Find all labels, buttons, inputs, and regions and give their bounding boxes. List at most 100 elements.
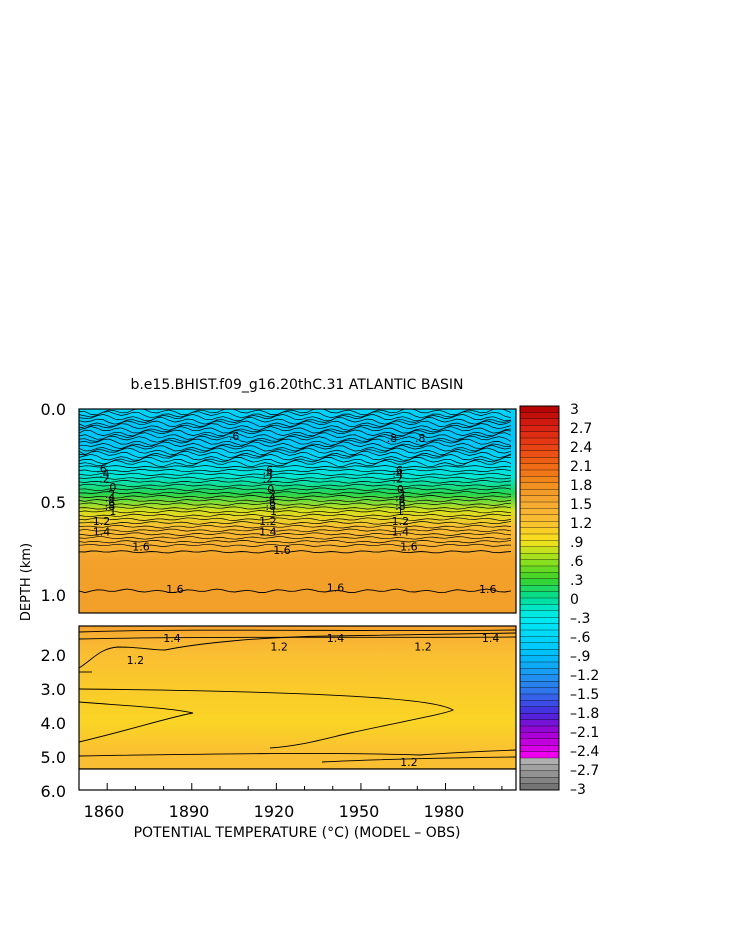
colorbar-swatch — [519, 732, 560, 740]
contour-label: .6 — [392, 464, 403, 477]
colorbar-label: –1.2 — [570, 668, 599, 684]
contour-line-thermocline — [79, 502, 512, 506]
contour-line-1.2-deep — [79, 749, 516, 757]
contour-line-thermocline — [79, 543, 511, 547]
contour-line-surface — [79, 429, 512, 437]
contour-line-thermocline — [79, 521, 512, 525]
colorbar-label: .9 — [570, 535, 583, 551]
lower-panel: 1.4 1.4 1.4 1.2 1.2 1.2 1.2 — [78, 625, 517, 791]
contour-line-thermocline — [79, 495, 512, 499]
colorbar-swatch — [519, 770, 560, 778]
colorbar-swatch — [519, 655, 560, 663]
contour-line-thermocline — [79, 465, 512, 469]
colorbar-swatch — [519, 527, 560, 535]
contour-line-1.1 — [79, 688, 454, 749]
lower-panel-fill — [79, 626, 516, 769]
y-tick-label: 2.0 — [41, 646, 66, 665]
colorbar-swatch — [519, 751, 560, 759]
contour-label: .8 — [265, 500, 276, 513]
colorbar-swatch — [519, 469, 560, 477]
colorbar-swatch — [519, 553, 560, 561]
contour-label: .6 — [229, 430, 240, 443]
contour-line-surface — [79, 423, 512, 431]
contour-line-1.6 — [79, 550, 512, 554]
contour-line-1.4 — [79, 629, 516, 633]
colorbar-swatch — [519, 508, 560, 516]
colorbar-label: –2.7 — [570, 763, 599, 779]
contour-label: .8 — [387, 432, 398, 445]
contour-label: 1.6 — [327, 582, 345, 595]
contour-label: .4 — [395, 491, 406, 504]
chart-title: b.e15.BHIST.f09_g16.20thC.31 ATLANTIC BA… — [130, 377, 463, 393]
colorbar-swatch — [519, 597, 560, 605]
colorbar-swatch — [519, 649, 560, 657]
contour-line-surface — [79, 450, 512, 459]
colorbar-label: –.9 — [570, 649, 590, 665]
colorbar-swatch — [519, 572, 560, 580]
colorbar-label: –2.4 — [570, 744, 599, 760]
contour-line-thermocline — [79, 517, 512, 521]
contour-line-thermocline — [79, 491, 512, 495]
contour-line-1.2-upper — [79, 632, 516, 669]
contour-label: .2 — [263, 473, 274, 486]
contour-line-1.6-deep — [79, 588, 512, 594]
y-axis: 0.0 0.5 1.0 2.0 3.0 4.0 5.0 6.0 DEPTH (k… — [19, 400, 66, 801]
lower-panel-nodata — [78, 768, 517, 791]
contour-label: .4 — [392, 468, 403, 481]
contour-line-thermocline — [79, 524, 512, 529]
contour-line-surface — [79, 441, 512, 449]
contour-label: 1.2 — [259, 515, 277, 528]
colorbar-swatch — [519, 418, 560, 426]
colorbar-label: –.6 — [570, 630, 590, 646]
contour-line-thermocline — [79, 483, 511, 488]
lower-contour-labels: 1.4 1.4 1.4 1.2 1.2 1.2 1.2 — [127, 632, 500, 769]
contour-line-thermocline — [79, 513, 512, 518]
colorbar-label: 2.4 — [570, 440, 592, 456]
colorbar-swatch — [519, 431, 560, 439]
contour-line-surface — [79, 447, 512, 455]
colorbar-swatch — [519, 476, 560, 484]
colorbar-label: 0 — [570, 592, 579, 608]
colorbar-swatch — [519, 668, 560, 676]
contour-label: .4 — [105, 491, 116, 504]
colorbar-swatch — [519, 636, 560, 644]
colorbar-swatch — [519, 681, 560, 689]
colorbar-swatch — [519, 565, 560, 573]
colorbar-swatch — [519, 540, 560, 548]
upper-contour-lines — [79, 409, 512, 594]
contour-label: 1.4 — [163, 632, 181, 645]
contour-line-surface — [79, 445, 512, 452]
colorbar-swatch — [519, 533, 560, 541]
contour-line-thermocline — [79, 532, 512, 536]
contour-label: 1.4 — [392, 525, 410, 538]
y-tick-label: 3.0 — [41, 680, 66, 699]
contour-line-1.2-bottom — [321, 756, 516, 763]
contour-line-thermocline — [79, 498, 512, 503]
contour-line-thermocline — [79, 506, 512, 510]
colorbar-label: .3 — [570, 573, 583, 589]
contour-line-thermocline — [79, 472, 512, 476]
y-tick-label: 0.0 — [41, 400, 66, 419]
contour-label: 1.2 — [270, 640, 288, 653]
contour-line-surface — [79, 456, 512, 465]
contour-line-surface — [79, 411, 512, 419]
x-tick-label: 1950 — [339, 802, 380, 821]
colorbar-swatch — [519, 514, 560, 522]
contour-label: .2 — [395, 488, 406, 501]
contour-line-surface — [79, 460, 512, 467]
colorbar-swatch — [519, 719, 560, 727]
contour-line-thermocline — [79, 540, 512, 544]
colorbar-swatch — [519, 629, 560, 637]
x-tick-marks — [106, 783, 503, 790]
colorbar-swatch — [519, 463, 560, 471]
colorbar-swatch — [519, 405, 560, 413]
upper-panel: .6.8.8.6.4.2.6.4.2.6.4.20 0 0.2.4.6.81.2.4… — [78, 408, 517, 614]
contour-line-thermocline — [79, 480, 512, 484]
contour-line-surface — [79, 417, 512, 425]
contour-label: .8 — [105, 500, 116, 513]
colorbar-swatch — [519, 437, 560, 445]
colorbar-swatch — [519, 674, 560, 682]
contour-label: .2 — [99, 473, 110, 486]
contour-label: 1.2 — [127, 654, 145, 667]
